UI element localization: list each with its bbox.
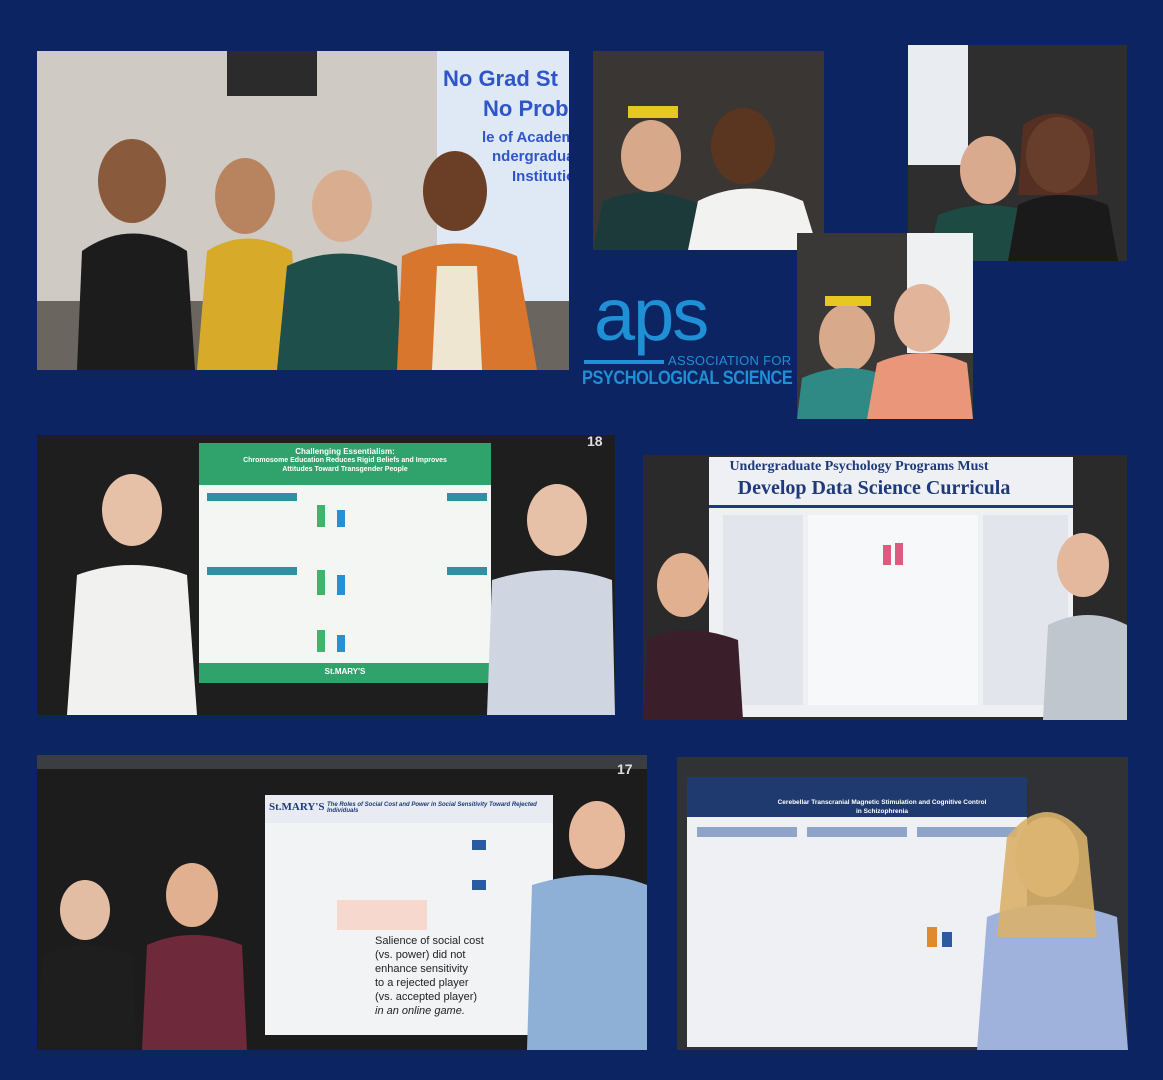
photo-group-presenters: No Grad St No Prob le of Academ ndergrad…: [37, 51, 569, 370]
poster-ds-title-line1: Undergraduate Psychology Programs Must: [729, 459, 989, 474]
poster-17-callout-line5: (vs. accepted player): [375, 991, 478, 1003]
poster-schizo-title-line2: in Schizophrenia: [855, 808, 908, 815]
photo-poster-18: 18 Challenging Essentialism: Chromosome …: [37, 435, 615, 715]
poster-schizo-title-line1: Cerebellar Transcranial Magnetic Stimula…: [777, 799, 987, 806]
poster-17-title: The Roles of Social Cost and Power in So…: [327, 802, 537, 814]
aps-logo-line2: PSYCHOLOGICAL SCIENCE: [582, 368, 793, 389]
photo-poster-17: 17 St.MARY'S The Roles of Social Cost an…: [37, 755, 647, 1050]
poster-ds-title-line2: Develop Data Science Curricula: [737, 477, 1011, 499]
slide-subtitle-line3: Institution: [512, 168, 569, 185]
slide-subtitle-line1: le of Academ: [482, 129, 569, 146]
poster-number-18: 18: [587, 435, 603, 449]
poster-number-17: 17: [617, 761, 633, 777]
photo-poster-schizophrenia: Cerebellar Transcranial Magnetic Stimula…: [677, 757, 1128, 1050]
photo-two-students-b: [908, 45, 1127, 261]
poster-18-footer: St.MARY'S: [324, 667, 366, 676]
poster-18-title-line3: Attitudes Toward Transgender People: [282, 466, 408, 473]
poster-17-callout-line4: to a rejected player: [375, 977, 469, 989]
poster-17-callout-line3: enhance sensitivity: [375, 963, 468, 975]
poster-17-callout-line6: in an online game.: [375, 1005, 465, 1017]
photo-two-students-a: [593, 51, 824, 250]
poster-18-title-line2: Chromosome Education Reduces Rigid Belie…: [243, 457, 447, 464]
aps-logo: aps ASSOCIATION FOR PSYCHOLOGICAL SCIENC…: [582, 278, 793, 394]
photo-poster-data-science: Undergraduate Psychology Programs Must D…: [643, 455, 1127, 720]
aps-wordmark: aps: [594, 273, 709, 356]
photo-two-students-c: [797, 233, 973, 419]
poster-17-callout-line1: Salience of social cost: [375, 935, 484, 947]
aps-logo-bar: [584, 360, 664, 364]
poster-17-callout-line2: (vs. power) did not: [375, 949, 466, 961]
slide-subtitle-line2: ndergraduate: [492, 148, 569, 165]
aps-logo-line1: ASSOCIATION FOR: [668, 353, 792, 368]
slide-title-line2: No Prob: [483, 96, 569, 121]
poster-17-brand: St.MARY'S: [269, 801, 325, 813]
poster-18-title-line1: Challenging Essentialism:: [295, 447, 395, 456]
slide-title-line1: No Grad St: [443, 66, 558, 91]
